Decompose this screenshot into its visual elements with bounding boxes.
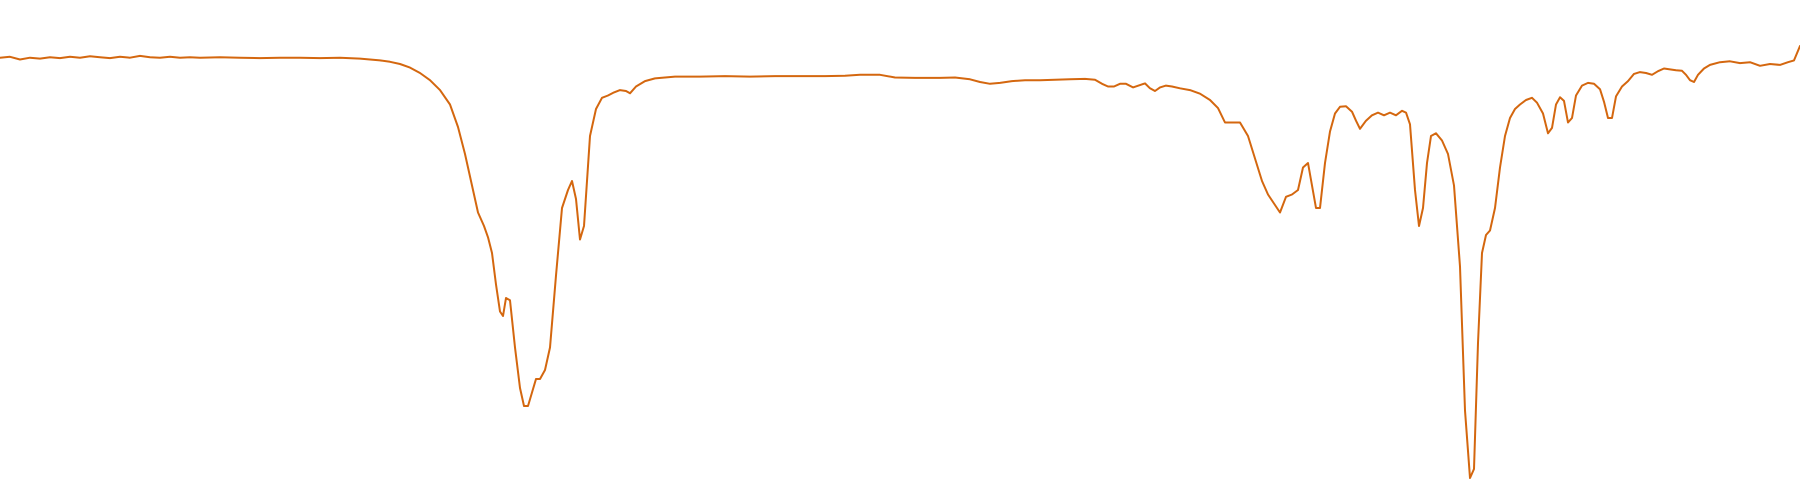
series-layer [0, 45, 1800, 479]
series-line-0 [0, 45, 1800, 479]
